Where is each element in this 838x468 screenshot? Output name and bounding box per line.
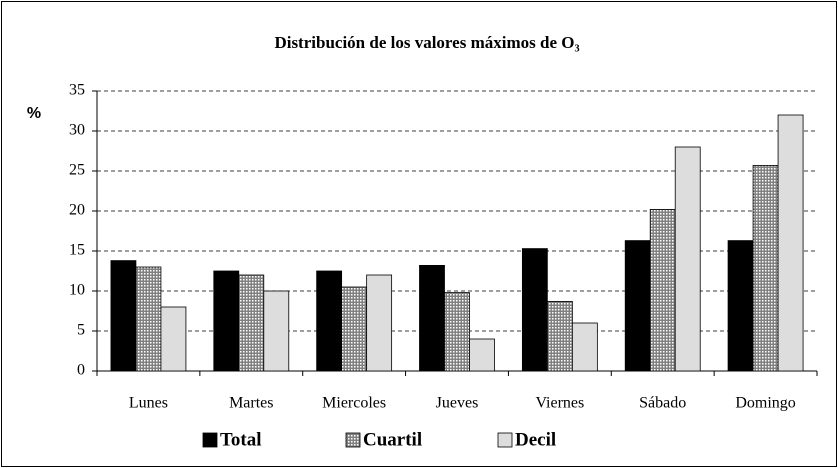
bar [366,274,393,372]
x-tick-label: Domingo [735,395,795,412]
bar [674,146,701,372]
y-tick-label: 15 [69,242,85,259]
bar [649,208,676,372]
legend-swatch [202,432,218,448]
x-tick-label: Martes [229,395,273,412]
bar [777,114,804,372]
x-tick-label: Viernes [535,395,584,412]
bar [160,306,187,372]
legend-label: Total [220,429,262,450]
x-tick-label: Jueves [436,395,479,412]
y-tick-label: 0 [77,362,85,379]
y-tick-label: 30 [69,122,85,139]
bar [727,240,754,372]
y-tick-label: 20 [69,202,85,219]
bar [546,300,573,372]
legend-label: Cuartil [363,429,422,450]
x-tick-label: Sábado [639,395,686,412]
bar [469,338,495,372]
bar [752,164,779,372]
bar [135,266,162,372]
chart-title: Distribución de los valores máximos de O… [274,33,579,52]
legend-label: Decil [515,429,556,450]
legend-swatch [345,432,361,448]
x-tick-label: Miercoles [322,395,386,412]
bar [110,260,137,372]
bar [521,248,548,372]
bar [624,240,651,372]
bar [419,264,445,372]
y-tick-label: 25 [69,162,85,179]
y-tick-label: 35 [69,82,85,99]
y-tick-label: 5 [77,322,85,339]
y-axis-label: % [27,105,41,122]
bar [316,270,343,372]
bar [444,292,470,372]
legend-swatch [497,432,513,448]
y-tick-label: 10 [69,282,85,299]
bar [571,322,598,372]
x-tick-label: Lunes [129,395,168,412]
bar [341,286,368,372]
bar [238,274,265,372]
bar [263,290,290,372]
bar [213,270,240,372]
